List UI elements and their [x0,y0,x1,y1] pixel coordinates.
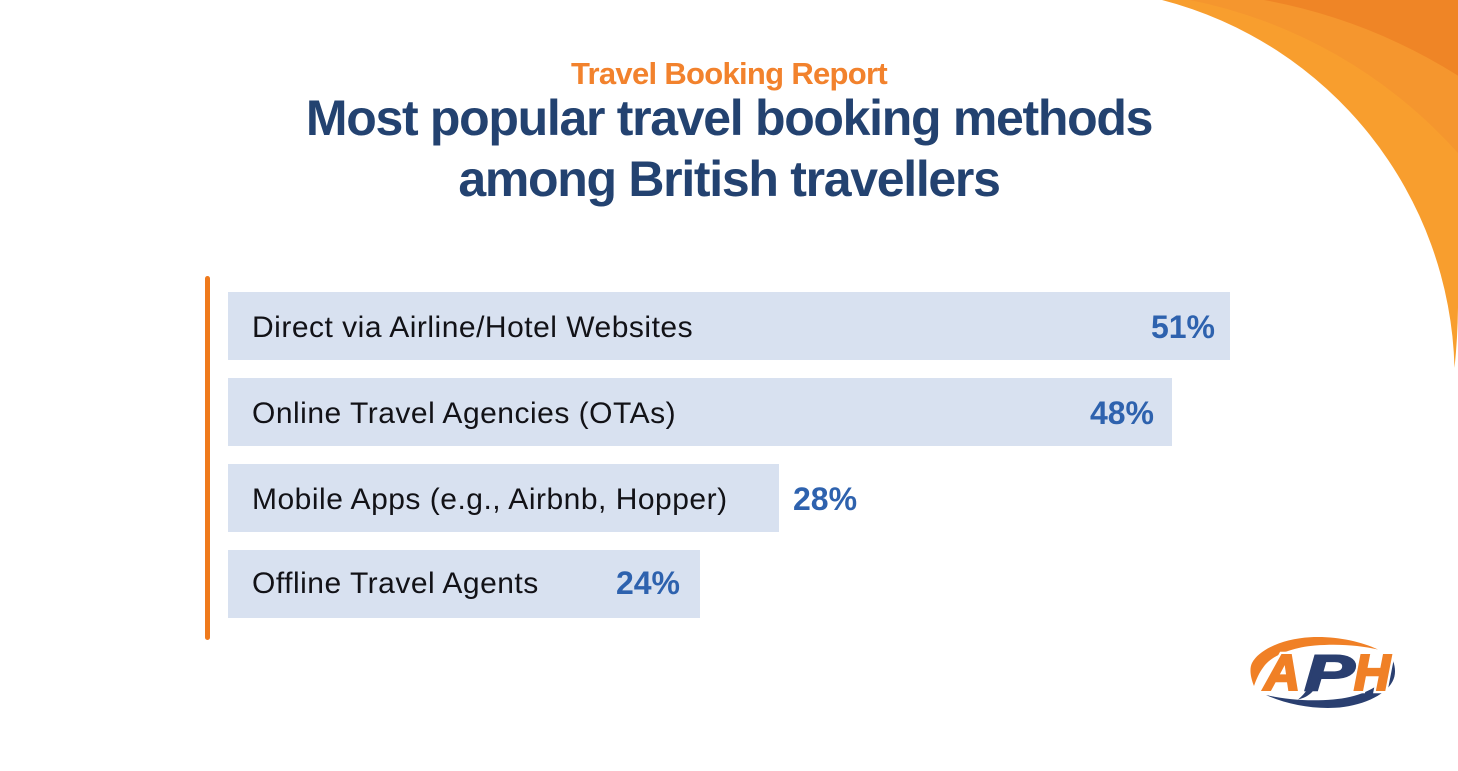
svg-text:H: H [1354,645,1391,701]
svg-text:A: A [1262,645,1300,701]
svg-text:P: P [1305,645,1356,701]
svg-text:P: P [1305,645,1356,701]
svg-text:A: A [1262,645,1300,701]
svg-text:H: H [1354,645,1391,701]
